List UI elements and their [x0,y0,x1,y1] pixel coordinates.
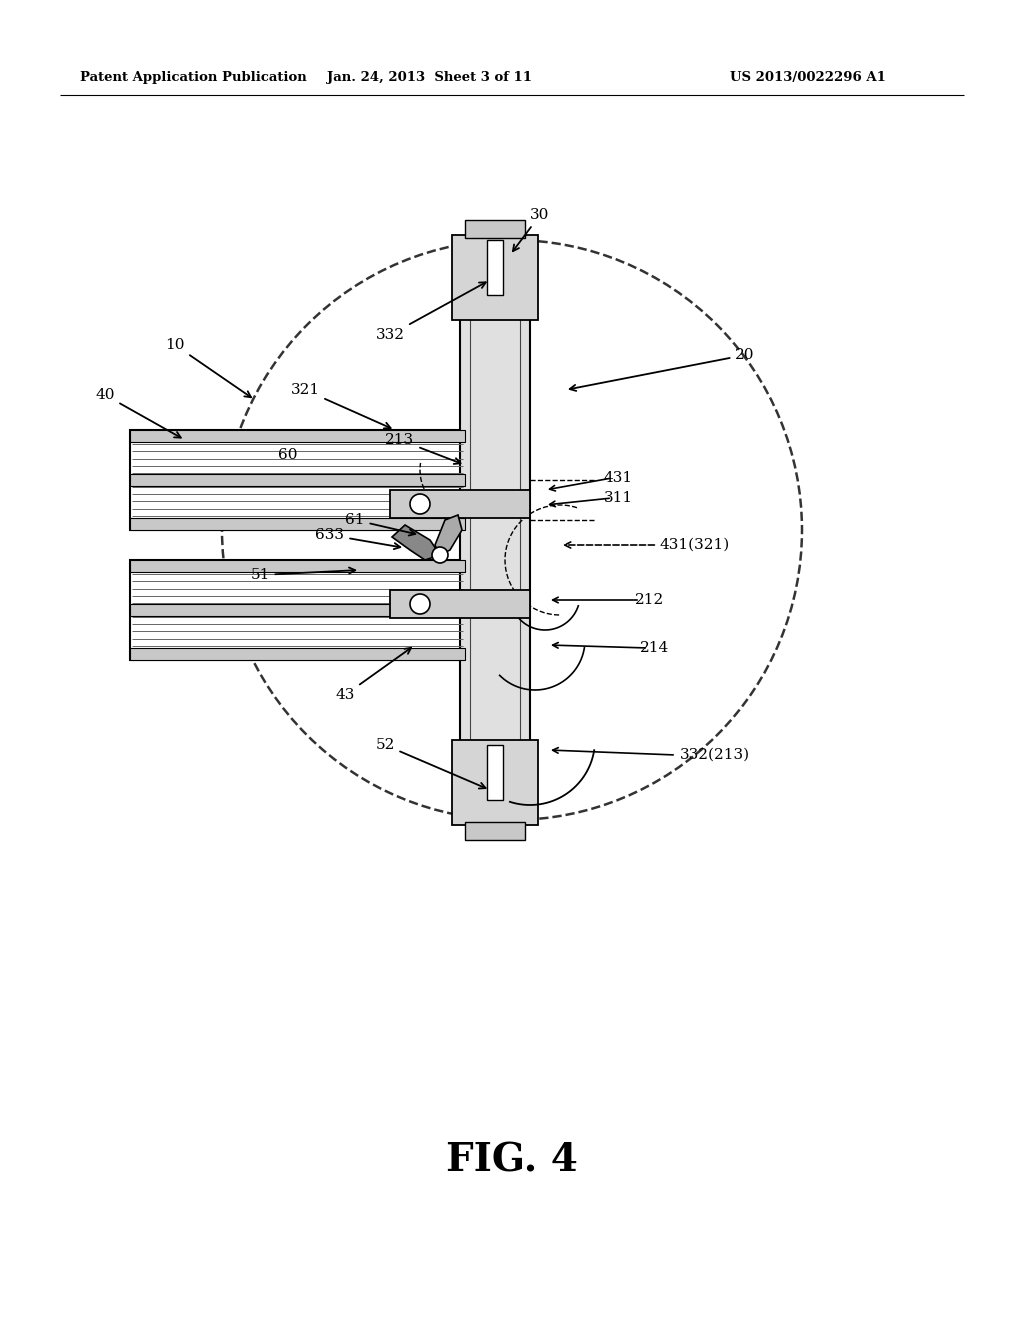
Bar [130,430,465,531]
Bar [130,560,465,660]
Bar [460,240,530,820]
Circle shape [410,494,430,513]
Bar [130,474,465,486]
Text: 431(321): 431(321) [564,539,730,552]
Text: 212: 212 [635,593,665,607]
Bar [465,822,525,840]
Text: 43: 43 [335,648,411,702]
Text: 60: 60 [279,447,298,462]
Text: 40: 40 [95,388,181,438]
Circle shape [410,594,430,614]
Bar [465,220,525,238]
Bar [390,590,530,618]
Text: 213: 213 [385,433,461,463]
Bar [390,490,530,517]
Bar [130,517,465,531]
Text: 431: 431 [603,471,633,484]
Text: 61: 61 [345,513,416,536]
Bar [130,430,465,442]
Polygon shape [435,515,462,554]
Text: 332: 332 [376,282,485,342]
Bar [452,741,538,825]
Bar [452,235,538,319]
Bar [130,648,465,660]
Text: Jan. 24, 2013  Sheet 3 of 11: Jan. 24, 2013 Sheet 3 of 11 [328,71,532,84]
Text: 52: 52 [376,738,485,788]
Bar [130,560,465,572]
Circle shape [432,546,449,564]
Text: US 2013/0022296 A1: US 2013/0022296 A1 [730,71,886,84]
Text: 20: 20 [569,348,755,391]
Bar [487,744,503,800]
Text: 321: 321 [291,383,390,429]
Text: 633: 633 [315,528,400,549]
Text: 10: 10 [165,338,251,397]
Bar [487,240,503,294]
Text: Patent Application Publication: Patent Application Publication [80,71,307,84]
Text: 30: 30 [513,209,550,251]
Bar [130,605,465,616]
Text: FIG. 4: FIG. 4 [446,1140,578,1179]
Text: 214: 214 [640,642,670,655]
Text: 311: 311 [603,491,633,506]
Text: 332(213): 332(213) [680,748,751,762]
Text: 51: 51 [250,568,355,582]
Polygon shape [392,525,440,560]
